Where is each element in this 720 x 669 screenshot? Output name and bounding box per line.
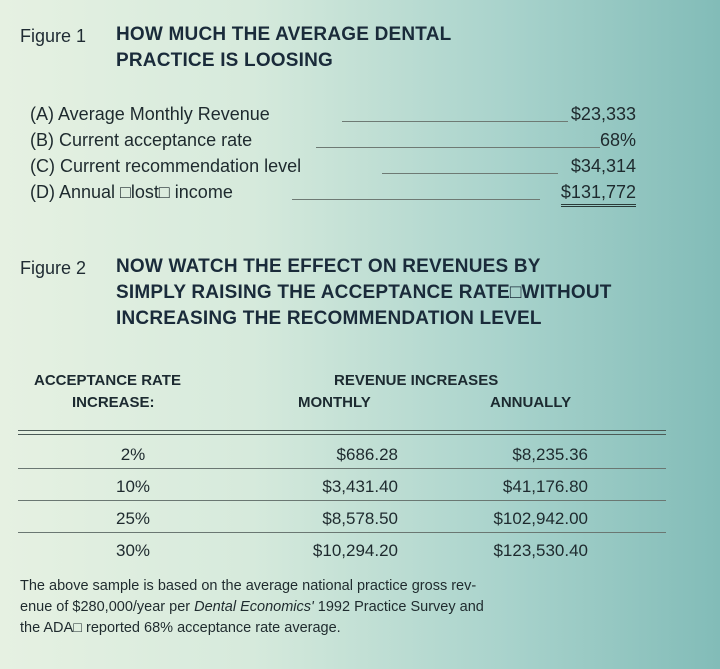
figure1-title-line: PRACTICE IS LOOSING [116,50,334,71]
table-row-divider [18,500,666,501]
footnote-text: 1992 Practice Survey and [313,599,484,615]
leader-line [342,121,568,122]
figure1-row-c: (C) Current recommendation level $34,314 [20,156,640,182]
cell-rate: 10% [115,477,151,496]
footnote-text: the ADA□ reported 68% acceptance rate av… [20,620,341,636]
figure2-title: NOW WATCH THE EFFECT ON REVENUES BY SIMP… [116,254,612,332]
cell-rate: 25% [115,509,151,528]
figure1-title-line: HOW MUCH THE AVERAGE DENTAL [116,24,452,45]
row-label: (B) Current acceptance rate [30,130,253,150]
table-row: 30% $10,294.20 $123,530.40 [18,536,666,564]
table-row: 25% $8,578.50 $102,942.00 [18,504,666,532]
figure1-row-a: (A) Average Monthly Revenue $23,333 [20,104,640,130]
table-row-divider [18,468,666,469]
table-row: 2% $686.28 $8,235.36 [18,440,666,468]
row-label: (C) Current recommendation level [30,156,302,176]
row-label: (A) Average Monthly Revenue [30,104,270,124]
figure1-label: Figure 1 [20,26,87,46]
col-header-rate-sub: INCREASE: [72,394,155,411]
leader-line [292,199,540,200]
figure1-title: HOW MUCH THE AVERAGE DENTAL PRACTICE IS … [116,22,451,74]
table-row-divider [18,532,666,533]
cell-annually: $41,176.80 [502,477,588,496]
footnote-text: enue of $280,000/year per [20,599,195,615]
footnote-text: The above sample is based on the average… [20,578,477,594]
row-value: 68% [599,130,636,150]
footnote-journal: Dental Economics' [194,599,314,615]
cell-annually: $8,235.36 [512,445,588,464]
leader-line [316,147,600,148]
row-value-total: $131,772 [560,182,636,207]
figure1-row-b: (B) Current acceptance rate 68% [20,130,640,156]
figure2-title-line: NOW WATCH THE EFFECT ON REVENUES BY [116,256,541,277]
table-rule-top [18,434,666,435]
figure2-label: Figure 2 [20,258,87,278]
cell-rate: 30% [115,541,151,560]
group-header-revenue: REVENUE INCREASES [334,372,499,389]
cell-monthly: $686.28 [336,445,398,464]
figure1-row-d: (D) Annual □lost□ income $131,772 [20,182,640,208]
cell-rate: 2% [120,445,146,464]
figure2-title-line: INCREASING THE RECOMMENDATION LEVEL [116,308,542,329]
row-value: $34,314 [570,156,636,176]
cell-monthly: $3,431.40 [322,477,398,496]
col-header-annually: ANNUALLY [490,394,572,411]
table-rule-top [18,430,666,431]
cell-annually: $123,530.40 [493,541,588,560]
cell-monthly: $10,294.20 [312,541,398,560]
col-header-monthly: MONTHLY [298,394,371,411]
cell-monthly: $8,578.50 [322,509,398,528]
footnote: The above sample is based on the average… [20,576,660,639]
row-value: $23,333 [570,104,636,124]
row-label: (D) Annual □lost□ income [30,182,233,202]
table-row: 10% $3,431.40 $41,176.80 [18,472,666,500]
leader-line [382,173,558,174]
figure2-title-line: SIMPLY RAISING THE ACCEPTANCE RATE□WITHO… [116,282,612,303]
col-header-rate: ACCEPTANCE RATE [34,372,181,389]
cell-annually: $102,942.00 [493,509,588,528]
